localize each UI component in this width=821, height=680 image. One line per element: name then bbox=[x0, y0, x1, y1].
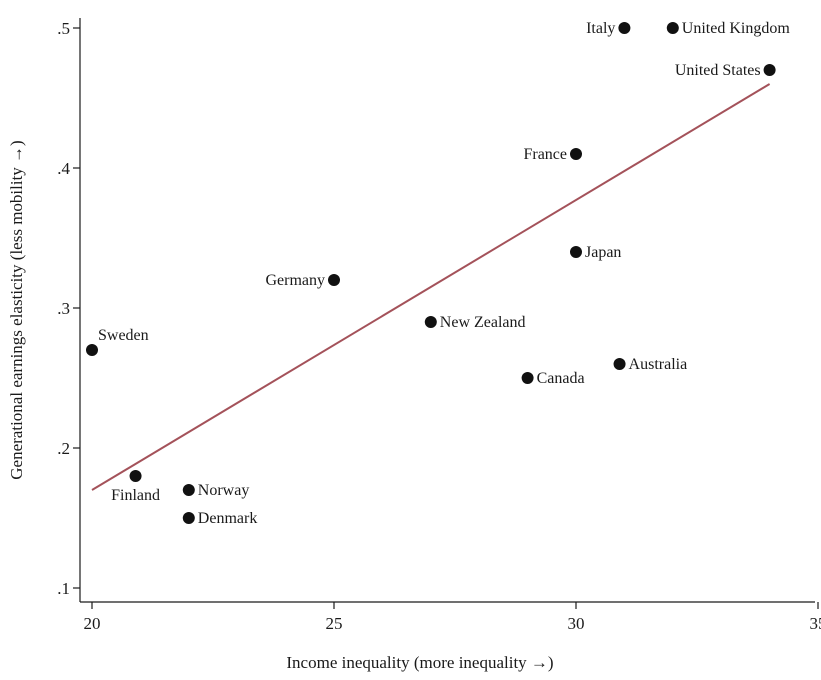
y-tick-label: .3 bbox=[57, 299, 70, 318]
point-label-finland: Finland bbox=[111, 487, 160, 504]
x-tick-label: 20 bbox=[84, 614, 101, 633]
point-label-canada: Canada bbox=[537, 370, 585, 387]
point-label-france: France bbox=[523, 146, 567, 163]
point-label-japan: Japan bbox=[585, 244, 621, 261]
point-finland bbox=[129, 470, 142, 482]
x-axis-ticks: 20 25 30 35 bbox=[84, 602, 821, 633]
point-united-kingdom bbox=[666, 22, 679, 34]
point-japan bbox=[570, 246, 582, 258]
point-label-united-kingdom: United Kingdom bbox=[682, 20, 791, 37]
fit-line bbox=[91, 83, 771, 491]
point-italy bbox=[618, 22, 631, 34]
point-label-sweden: Sweden bbox=[98, 327, 149, 344]
point-label-italy: Italy bbox=[586, 20, 615, 37]
point-australia bbox=[613, 358, 626, 370]
plot-area: .1 .2 .3 .4 .5 20 25 30 35 Italy United Kingdom U… bbox=[57, 18, 821, 633]
point-label-denmark: Denmark bbox=[198, 510, 258, 527]
x-axis-title: Income inequality (more inequality →) bbox=[286, 653, 553, 672]
point-label-germany: Germany bbox=[265, 272, 325, 289]
y-tick-label: .2 bbox=[57, 439, 70, 458]
point-label-united-states: United States bbox=[675, 62, 761, 79]
x-tick-label: 30 bbox=[568, 614, 585, 633]
data-points: Italy United Kingdom United States France Ja… bbox=[86, 20, 790, 527]
point-sweden bbox=[86, 344, 98, 356]
y-axis-ticks: .1 .2 .3 .4 .5 bbox=[57, 19, 80, 598]
point-norway bbox=[182, 484, 195, 496]
x-tick-label: 25 bbox=[326, 614, 343, 633]
point-germany bbox=[328, 274, 340, 286]
point-label-norway: Norway bbox=[198, 482, 250, 499]
y-axis-title: Generational earnings elasticity (less m… bbox=[7, 140, 26, 479]
point-canada bbox=[521, 372, 534, 384]
point-france bbox=[570, 148, 582, 160]
point-united-states bbox=[763, 64, 776, 76]
y-tick-label: .5 bbox=[57, 19, 70, 38]
point-label-new-zealand: New Zealand bbox=[440, 314, 526, 331]
y-tick-label: .1 bbox=[57, 579, 70, 598]
x-tick-label: 35 bbox=[810, 614, 821, 633]
point-new-zealand bbox=[424, 316, 437, 328]
point-label-australia: Australia bbox=[629, 356, 688, 373]
point-denmark bbox=[182, 512, 195, 524]
y-tick-label: .4 bbox=[57, 159, 70, 178]
